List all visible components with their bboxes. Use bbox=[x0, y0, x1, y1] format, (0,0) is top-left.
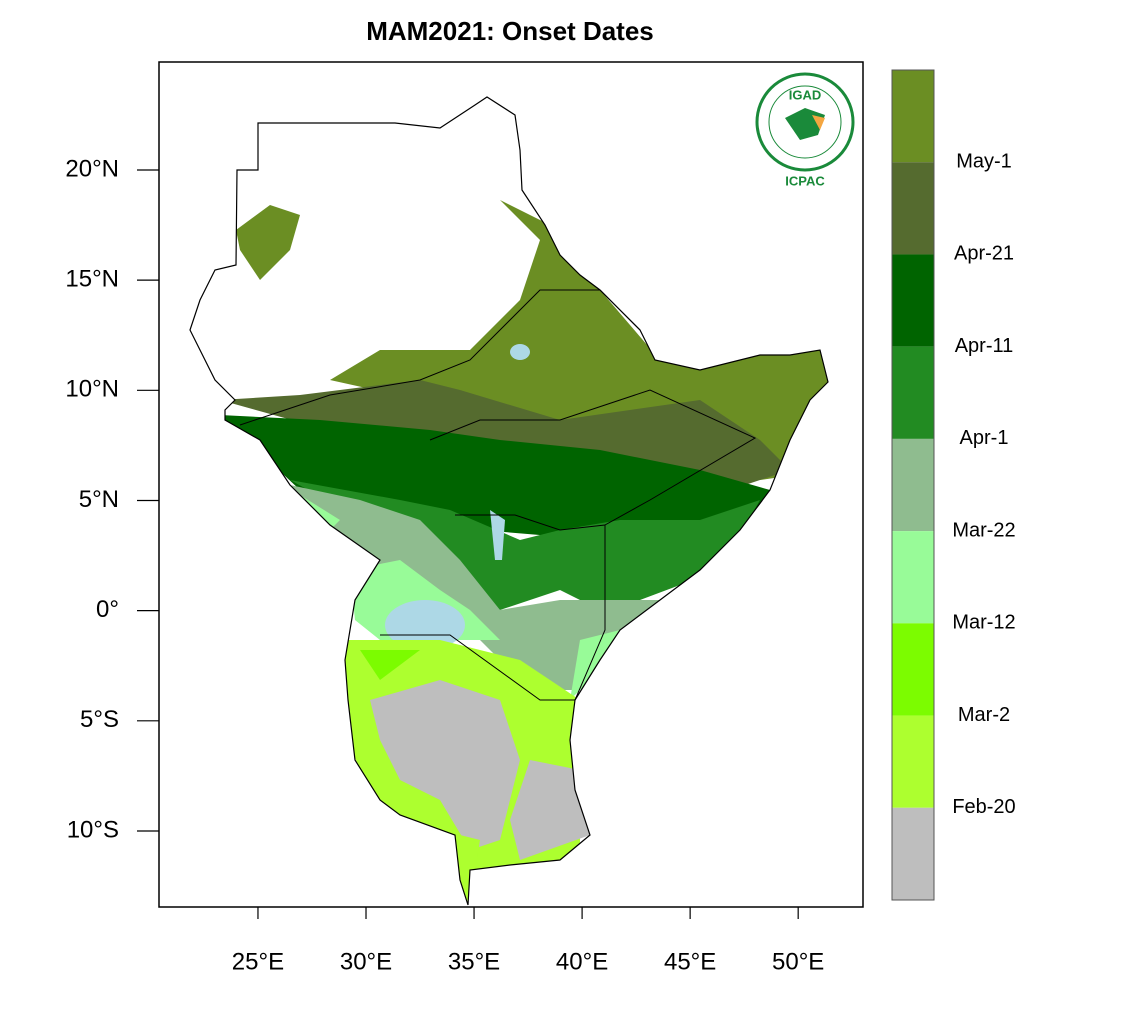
y-tick-label: 5°N bbox=[79, 486, 119, 513]
x-tick-label: 25°E bbox=[232, 948, 284, 975]
colorbar-swatch bbox=[892, 531, 934, 624]
colorbar-swatch bbox=[892, 254, 934, 347]
colorbar-label: Apr-1 bbox=[960, 427, 1009, 449]
colorbar-label: Apr-11 bbox=[955, 335, 1014, 357]
x-tick-label: 45°E bbox=[664, 948, 716, 975]
colorbar-swatch bbox=[892, 623, 934, 716]
x-tick-label: 50°E bbox=[772, 948, 824, 975]
border bbox=[380, 634, 575, 701]
logo-text: IGAD bbox=[789, 87, 822, 102]
map-title: MAM2021: Onset Dates bbox=[366, 16, 654, 46]
colorbar-swatch bbox=[892, 438, 934, 532]
colorbar-label: Apr-21 bbox=[954, 243, 1014, 265]
x-tick-label: 40°E bbox=[556, 948, 608, 975]
y-tick-label: 5°S bbox=[80, 706, 119, 733]
colorbar-label: May-1 bbox=[956, 151, 1012, 173]
y-tick-label: 15°N bbox=[65, 265, 119, 292]
colorbar-label: Mar-22 bbox=[952, 519, 1015, 541]
colorbar-swatch bbox=[892, 346, 934, 439]
y-tick-label: 10°N bbox=[65, 376, 119, 403]
y-tick-label: 10°S bbox=[67, 816, 119, 843]
y-tick-label: 0° bbox=[96, 596, 119, 623]
colorbar-label: Mar-12 bbox=[952, 612, 1015, 634]
colorbar-swatch bbox=[892, 70, 934, 163]
region-outline bbox=[189, 96, 829, 906]
colorbar-swatch bbox=[892, 162, 934, 255]
axes: 25°E 30°E 35°E 40°E 45°E 50°E 20°N 15°N 10°N 5°N 0… bbox=[65, 155, 824, 975]
y-tick-label: 20°N bbox=[65, 155, 119, 182]
logo: IGAD ICPAC bbox=[755, 72, 855, 188]
border bbox=[239, 289, 641, 426]
border bbox=[455, 514, 606, 531]
x-tick-label: 35°E bbox=[448, 948, 500, 975]
colorbar-label: Feb-20 bbox=[952, 796, 1015, 818]
x-tick-label: 30°E bbox=[340, 948, 392, 975]
colorbar-frame bbox=[891, 69, 935, 901]
colorbar-swatch bbox=[892, 715, 934, 808]
colorbar-label: Mar-2 bbox=[958, 704, 1010, 726]
logo-text: ICPAC bbox=[785, 173, 825, 188]
border bbox=[429, 389, 757, 701]
colorbar: May-1 Apr-21 Apr-11 Apr-1 Mar-22 Mar-12 Mar-2 F… bbox=[891, 69, 1016, 901]
colorbar-swatch bbox=[892, 807, 934, 900]
